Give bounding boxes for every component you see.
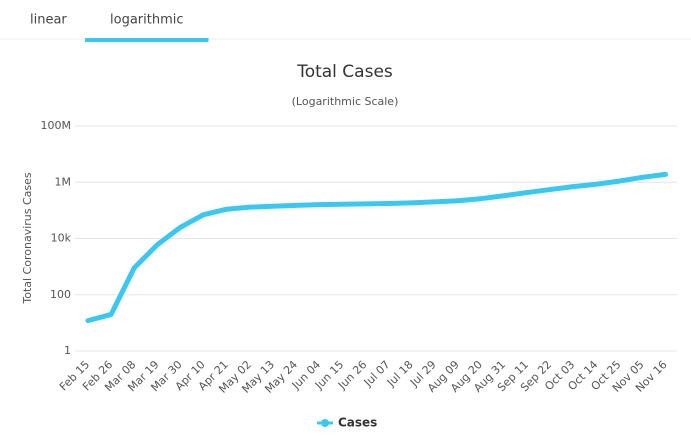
chart-subtitle: (Logarithmic Scale) — [292, 95, 399, 108]
y-tick-label: 1 — [64, 344, 71, 357]
legend-marker — [321, 419, 329, 427]
chart-title: Total Cases — [296, 62, 393, 82]
tab[interactable]: linear — [30, 13, 67, 28]
y-tick-label: 100 — [50, 288, 71, 301]
y-tick-label: 10k — [51, 232, 72, 245]
x-tick-label: Jul 07 — [361, 358, 393, 390]
data-line — [85, 171, 668, 324]
legend-label: Cases — [338, 416, 377, 430]
y-tick-label: 1M — [55, 175, 72, 188]
x-tick-label: Jul 18 — [384, 358, 416, 390]
y-axis-label: Total Coronavirus Cases — [21, 172, 34, 305]
y-tick-label: 100M — [41, 119, 72, 132]
tab-underline — [85, 38, 209, 42]
tab[interactable]: logarithmic — [110, 13, 184, 28]
